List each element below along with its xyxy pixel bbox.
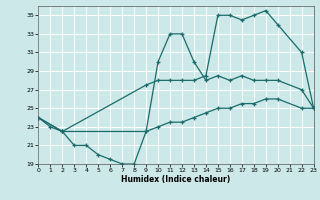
X-axis label: Humidex (Indice chaleur): Humidex (Indice chaleur) <box>121 175 231 184</box>
